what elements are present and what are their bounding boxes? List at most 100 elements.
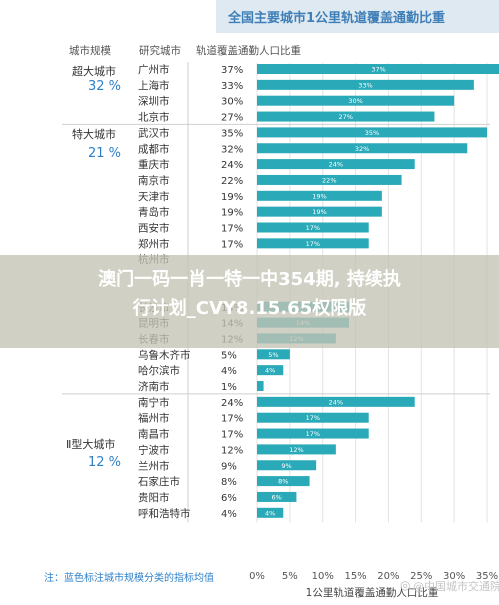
- watermark-icon: ◎: [400, 578, 411, 592]
- bar: [257, 190, 382, 201]
- x-axis-label: 1公里轨道覆盖通勤人口比重: [306, 586, 439, 599]
- banner-line-1: 澳门一码一肖一特一中354期, 持续执: [98, 269, 401, 290]
- x-tick-label: 10%: [312, 571, 334, 582]
- percent-label: 17%: [221, 430, 243, 441]
- group-share-large-city: 21 %: [88, 146, 122, 161]
- bar-data-label: 30%: [348, 97, 362, 105]
- group-share-type2-city: 12 %: [88, 455, 122, 470]
- bar: [257, 111, 435, 122]
- bar-data-label: 6%: [272, 493, 282, 501]
- bar-data-label: 22%: [322, 176, 336, 184]
- city-label: 兰州市: [138, 459, 170, 472]
- x-tick-label: 15%: [344, 571, 366, 582]
- bar-data-label: 9%: [281, 462, 291, 470]
- bar: [257, 349, 290, 360]
- city-label: 郑州市: [138, 237, 170, 250]
- bar: [257, 222, 369, 233]
- group-name-megacity: 超大城市: [72, 65, 116, 78]
- bar: [257, 79, 474, 90]
- header-city: 研究城市: [139, 45, 181, 57]
- percent-label: 17%: [221, 414, 243, 425]
- percent-label: 4%: [221, 509, 237, 520]
- percent-label: 22%: [221, 176, 243, 187]
- bar: [257, 365, 284, 376]
- x-tick-label: 35%: [476, 571, 498, 582]
- bar: [257, 396, 415, 407]
- bar: [257, 127, 487, 138]
- percent-label: 24%: [221, 398, 243, 409]
- bar-data-label: 37%: [371, 66, 385, 74]
- percent-label: 30%: [221, 97, 243, 108]
- percent-label: 1%: [221, 382, 237, 393]
- group-name-large-city: 特大城市: [72, 128, 116, 141]
- overlay-banner: 澳门一码一肖一特一中354期, 持续执 行计划_CVY8.15.65权限版: [0, 255, 499, 348]
- group-share-megacity: 32 %: [88, 79, 122, 94]
- bar-data-label: 35%: [365, 129, 379, 137]
- banner-text: 澳门一码一肖一特一中354期, 持续执 行计划_CVY8.15.65权限版: [0, 265, 499, 323]
- watermark: @中国城市交通院: [413, 580, 499, 593]
- city-label: 天津市: [138, 190, 170, 203]
- bar: [257, 460, 317, 471]
- bar-data-label: 8%: [278, 478, 288, 486]
- city-label: 济南市: [138, 380, 170, 393]
- city-label: 重庆市: [138, 158, 170, 171]
- percent-label: 33%: [221, 81, 243, 92]
- city-label: 呼和浩特市: [138, 507, 191, 520]
- bar-data-label: 19%: [312, 192, 326, 200]
- bar: [257, 143, 468, 154]
- bar: [257, 95, 455, 106]
- percent-label: 4%: [221, 366, 237, 377]
- percent-label: 37%: [221, 65, 243, 76]
- footnote: 注：蓝色标注城市规模分类的指标均值: [44, 573, 214, 584]
- bar: [257, 428, 369, 439]
- city-label: 广州市: [138, 63, 170, 76]
- bar-data-label: 33%: [358, 81, 372, 89]
- city-label: 乌鲁木齐市: [138, 348, 191, 361]
- city-label: 成都市: [138, 142, 170, 155]
- city-label: 西安市: [138, 222, 170, 235]
- city-label: 上海市: [138, 79, 170, 92]
- percent-label: 6%: [221, 493, 237, 504]
- bar: [257, 476, 310, 487]
- title-bar: [216, 0, 499, 33]
- city-label: 宁波市: [138, 443, 170, 456]
- bar: [257, 174, 402, 185]
- city-label: 福州市: [138, 412, 170, 425]
- city-label: 石家庄市: [138, 475, 180, 488]
- x-tick-label: 5%: [282, 571, 298, 582]
- city-label: 南昌市: [138, 428, 170, 441]
- header-city-size: 城市规模: [69, 45, 111, 57]
- bar: [257, 238, 369, 249]
- x-tick-label: 0%: [249, 571, 265, 582]
- bar-data-label: 17%: [306, 240, 320, 248]
- bar: [257, 159, 415, 170]
- bar-data-label: 12%: [289, 446, 303, 454]
- percent-label: 19%: [221, 208, 243, 219]
- bar-data-label: 24%: [329, 398, 343, 406]
- x-tick-label: 25%: [410, 571, 432, 582]
- bar-data-label: 4%: [265, 367, 275, 375]
- percent-label: 27%: [221, 113, 243, 124]
- city-label: 贵阳市: [138, 491, 170, 504]
- x-tick-label: 20%: [377, 571, 399, 582]
- bar: [257, 381, 264, 391]
- bar-data-label: 17%: [306, 224, 320, 232]
- city-label: 青岛市: [138, 206, 170, 219]
- bar-data-label: 27%: [338, 113, 352, 121]
- bar: [257, 412, 369, 423]
- header-metric: 轨道覆盖通勤人口比重: [196, 45, 301, 57]
- city-label: 武汉市: [138, 126, 170, 139]
- percent-label: 9%: [221, 461, 237, 472]
- city-label: 南京市: [138, 174, 170, 187]
- percent-label: 19%: [221, 192, 243, 203]
- percent-label: 32%: [221, 144, 243, 155]
- city-label: 哈尔滨市: [138, 364, 180, 377]
- bar-data-label: 19%: [312, 208, 326, 216]
- percent-label: 5%: [221, 350, 237, 361]
- percent-label: 17%: [221, 239, 243, 250]
- percent-label: 12%: [221, 445, 243, 456]
- chart-title: 全国主要城市1公里轨道覆盖通勤比重: [228, 11, 446, 26]
- percent-label: 24%: [221, 160, 243, 171]
- bar-data-label: 32%: [355, 145, 369, 153]
